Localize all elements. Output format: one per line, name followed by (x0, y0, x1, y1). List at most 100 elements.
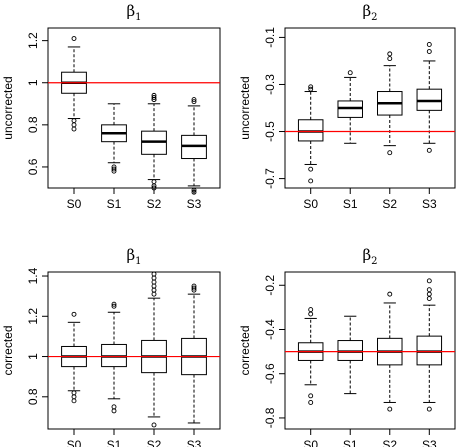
title-subscript: 2 (371, 12, 377, 23)
box-S0 (297, 307, 324, 405)
outlier-point (111, 408, 117, 414)
outlier-point (308, 84, 314, 90)
x-tick-label: S2 (382, 438, 397, 447)
outlier-point (71, 394, 77, 400)
outlier-point (426, 278, 432, 284)
outlier-point (151, 97, 157, 103)
box-S1 (101, 301, 127, 414)
outlier-point (308, 307, 314, 313)
y-tick-label: 1 (26, 79, 40, 86)
panel-title: β1 (126, 2, 141, 23)
outlier-point (387, 291, 393, 297)
box-S3 (416, 42, 443, 153)
x-tick-label: S1 (343, 197, 358, 211)
x-tick-label: S0 (67, 197, 82, 211)
x-tick-label: S2 (147, 197, 162, 211)
x-tick-label: S1 (343, 438, 358, 447)
y-tick-label: 0.8 (26, 388, 40, 405)
outlier-point (426, 287, 432, 293)
panel-title: β2 (362, 246, 377, 267)
outlier-point (426, 42, 432, 47)
box-S1 (101, 103, 127, 174)
x-tick-label: S3 (187, 438, 202, 447)
y-tick-label: -0.8 (263, 407, 277, 428)
y-axis-label: uncorrected (238, 76, 252, 139)
y-tick-label: -0.7 (263, 168, 277, 189)
y-tick-label: 1 (26, 353, 40, 360)
x-tick-label: S3 (187, 197, 202, 211)
box-S0 (297, 84, 324, 184)
outlier-point (111, 166, 117, 172)
plot-frame (284, 271, 456, 430)
outlier-point (111, 168, 117, 174)
outlier-point (387, 56, 393, 62)
plot-frame (284, 27, 456, 189)
outlier-point (191, 285, 197, 291)
outlier-point (151, 287, 157, 293)
outlier-point (308, 178, 314, 184)
y-tick-label: 1.4 (26, 267, 40, 284)
x-tick-label: S0 (67, 438, 82, 447)
y-tick-label: -0.2 (263, 275, 277, 296)
x-tick-label: S0 (303, 438, 318, 447)
outlier-point (151, 179, 157, 185)
outlier-point (308, 86, 314, 92)
outlier-point (111, 303, 117, 309)
x-tick-label: S1 (107, 197, 122, 211)
outlier-point (387, 51, 393, 57)
title-symbol: β (362, 246, 371, 264)
outlier-point (151, 291, 157, 297)
x-tick-label: S2 (147, 438, 162, 447)
outlier-point (151, 422, 157, 428)
box-S3 (416, 278, 443, 412)
outlier-point (426, 49, 432, 54)
y-tick-label: -0.6 (263, 363, 277, 384)
box-S2 (141, 92, 167, 191)
outlier-point (308, 400, 314, 405)
y-tick-label: 0.6 (26, 158, 40, 175)
outlier-point (308, 311, 314, 317)
x-tick-label: S1 (107, 438, 122, 447)
outlier-point (71, 118, 77, 124)
box-S1 (337, 70, 363, 144)
x-tick-label: S0 (303, 197, 318, 211)
outlier-point (111, 404, 117, 410)
y-tick-label: 1.2 (26, 32, 40, 49)
outlier-point (308, 393, 314, 399)
outlier-point (151, 275, 157, 281)
outlier-point (191, 187, 197, 193)
outlier-point (426, 291, 432, 297)
x-tick-label: S3 (422, 197, 437, 211)
y-axis-label: uncorrected (1, 76, 15, 139)
plot-frame (47, 271, 221, 430)
title-subscript: 2 (371, 256, 377, 267)
outlier-point (426, 296, 432, 301)
outlier-point (191, 189, 197, 195)
outlier-point (387, 150, 393, 156)
outlier-point (71, 126, 77, 132)
box-S3 (181, 283, 207, 424)
y-tick-label: 0.8 (26, 116, 40, 133)
outlier-point (151, 185, 157, 191)
box-S0 (61, 311, 87, 404)
title-symbol: β (126, 2, 135, 20)
y-tick-label: -0.3 (263, 74, 277, 95)
outlier-point (71, 311, 77, 317)
outlier-point (191, 97, 197, 103)
x-tick-label: S3 (422, 438, 437, 447)
outlier-point (71, 122, 77, 128)
outlier-point (151, 271, 157, 277)
box-S1 (337, 315, 363, 395)
outlier-point (151, 183, 157, 189)
outlier-point (308, 166, 314, 172)
title-symbol: β (362, 2, 371, 20)
outlier-point (71, 398, 77, 404)
y-axis-label: corrected (1, 325, 15, 375)
x-tick-label: S2 (382, 197, 397, 211)
title-subscript: 1 (135, 12, 141, 23)
outlier-point (71, 36, 77, 41)
title-subscript: 1 (135, 256, 141, 267)
outlier-point (426, 406, 432, 412)
box-S2 (141, 271, 167, 428)
